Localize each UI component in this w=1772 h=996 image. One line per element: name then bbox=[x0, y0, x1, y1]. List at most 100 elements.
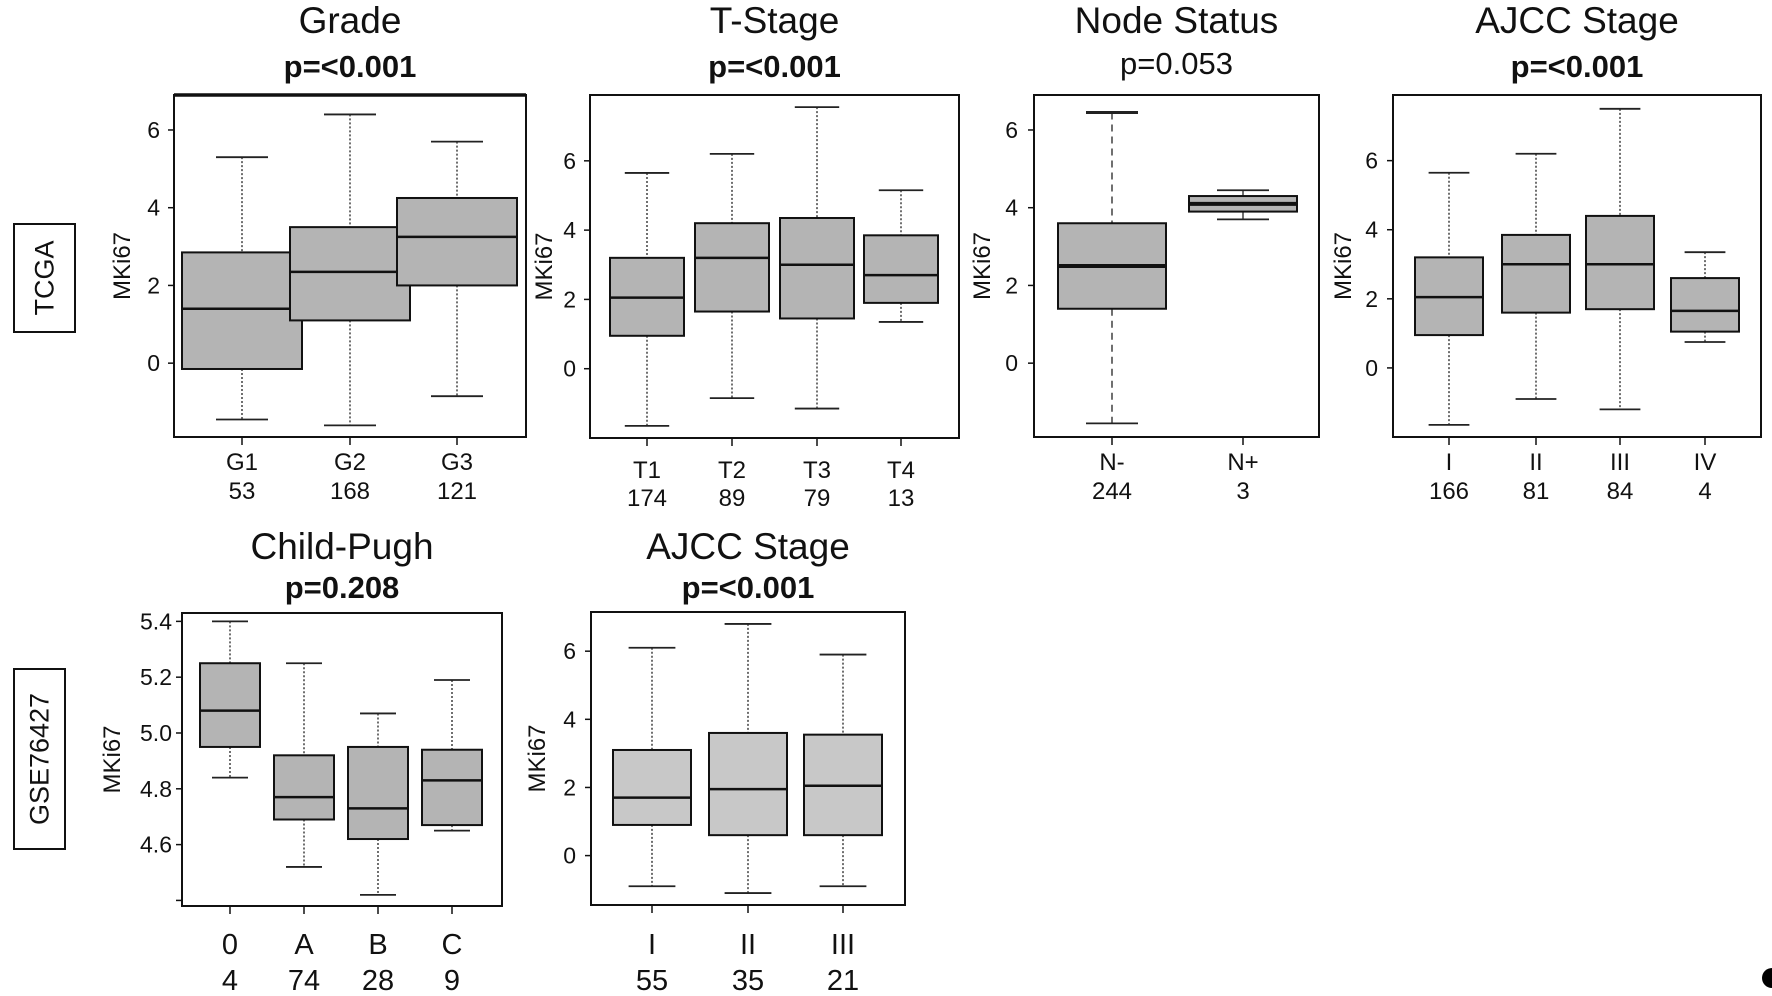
x-category-label: 0 bbox=[222, 929, 238, 961]
x-category-label: I bbox=[648, 929, 656, 961]
x-category-label: G1 bbox=[226, 449, 258, 476]
box-b-group: B 28 bbox=[347, 712, 409, 996]
x-count-label: 4 bbox=[1698, 478, 1711, 505]
box-iqr bbox=[1585, 214, 1655, 311]
x-count-label: 74 bbox=[288, 965, 320, 996]
box-iqr bbox=[289, 226, 411, 322]
y-tick-label: 0 bbox=[1005, 350, 1018, 376]
plot-frame bbox=[1033, 94, 1320, 438]
box-iqr bbox=[612, 748, 692, 826]
box-iqr bbox=[421, 748, 483, 827]
y-axis-label: MKi67 bbox=[524, 724, 551, 792]
x-category-label: N- bbox=[1099, 449, 1124, 476]
y-axis-label: MKi67 bbox=[969, 232, 996, 300]
y-tick-label: 4 bbox=[1365, 217, 1378, 243]
box-n-group: N-244 bbox=[1057, 110, 1167, 505]
p-value-label: p=<0.001 bbox=[682, 570, 815, 605]
box-iqr bbox=[708, 731, 788, 837]
y-tick-label: 6 bbox=[563, 638, 576, 664]
y-tick-label: 6 bbox=[1365, 148, 1378, 174]
x-category-label: T2 bbox=[718, 457, 746, 484]
x-count-label: 3 bbox=[1236, 478, 1249, 505]
panel-tcga-ajcc-stage: AJCC Stagep=<0.001MKi670246I166II81III84… bbox=[1330, 0, 1762, 505]
x-count-label: 79 bbox=[804, 485, 831, 512]
x-count-label: 244 bbox=[1092, 478, 1132, 505]
y-tick-label: 0 bbox=[1365, 355, 1378, 381]
panel-title: Child-Pugh bbox=[250, 526, 433, 567]
x-count-label: 35 bbox=[732, 965, 764, 996]
y-tick-label: 2 bbox=[1005, 272, 1018, 298]
p-value-label: p=<0.001 bbox=[708, 49, 841, 84]
box-n-group: N+3 bbox=[1188, 189, 1298, 505]
y-tick-label: 2 bbox=[563, 286, 576, 312]
panel-gse76427-child-pugh: Child-Pughp=0.208MKi674.64.85.05.25.404A… bbox=[99, 526, 503, 996]
box-a-group: A 74 bbox=[273, 662, 335, 996]
x-count-label: 9 bbox=[444, 965, 460, 996]
panel-tcga-t-stage: T-Stagep=<0.001MKi670246T1174T289T379T41… bbox=[531, 0, 960, 512]
x-category-label: B bbox=[368, 929, 387, 961]
x-category-label: T3 bbox=[803, 457, 831, 484]
p-value-label: p=<0.001 bbox=[284, 49, 417, 84]
x-count-label: 55 bbox=[636, 965, 668, 996]
x-count-label: 84 bbox=[1607, 478, 1634, 505]
x-count-label: 168 bbox=[330, 478, 370, 505]
x-count-label: 21 bbox=[827, 965, 859, 996]
y-tick-label: 5.0 bbox=[140, 720, 172, 746]
y-tick-label: 6 bbox=[147, 117, 160, 143]
x-category-label: I bbox=[1446, 449, 1453, 476]
y-tick-label: 0 bbox=[147, 350, 160, 376]
x-category-label: T4 bbox=[887, 457, 915, 484]
x-category-label: IV bbox=[1694, 449, 1717, 476]
x-count-label: 4 bbox=[222, 965, 238, 996]
box-iqr bbox=[779, 216, 855, 320]
x-category-label: G3 bbox=[441, 449, 473, 476]
x-count-label: 81 bbox=[1523, 478, 1550, 505]
y-tick-label: 0 bbox=[563, 356, 576, 382]
box-iqr bbox=[273, 754, 335, 821]
panel-title: Node Status bbox=[1075, 0, 1279, 41]
panel-title: AJCC Stage bbox=[646, 526, 850, 567]
box-iqr bbox=[1501, 233, 1571, 314]
panel-title: Grade bbox=[299, 0, 402, 41]
x-count-label: 89 bbox=[719, 485, 746, 512]
box-iqr bbox=[181, 251, 303, 370]
y-tick-label: 4 bbox=[563, 706, 576, 732]
box-c-group: C9 bbox=[421, 679, 483, 996]
box-iqr bbox=[1670, 277, 1740, 333]
box-0-group: 04 bbox=[199, 620, 261, 996]
y-tick-label: 5.2 bbox=[140, 664, 172, 690]
panel-title: AJCC Stage bbox=[1475, 0, 1679, 41]
x-category-label: II bbox=[740, 929, 756, 961]
x-category-label: N+ bbox=[1227, 449, 1258, 476]
y-tick-label: 4.8 bbox=[140, 776, 172, 802]
row-label-gse76427: GSE76427 bbox=[13, 668, 66, 850]
y-tick-label: 4 bbox=[563, 217, 576, 243]
box-iqr bbox=[694, 222, 770, 313]
y-tick-label: 4 bbox=[1005, 195, 1018, 221]
y-axis-label: MKi67 bbox=[531, 232, 558, 300]
row-label-tcga: TCGA bbox=[13, 223, 76, 333]
x-count-label: 166 bbox=[1429, 478, 1469, 505]
x-count-label: 121 bbox=[437, 478, 477, 505]
y-tick-label: 4.6 bbox=[140, 832, 172, 858]
p-value-label: p=0.053 bbox=[1120, 46, 1233, 81]
y-axis-label: MKi67 bbox=[1330, 232, 1357, 300]
x-category-label: C bbox=[442, 929, 463, 961]
box-iqr bbox=[199, 662, 261, 748]
y-tick-label: 2 bbox=[1365, 286, 1378, 312]
box-iqr bbox=[396, 196, 518, 287]
plot-frame bbox=[181, 612, 503, 907]
page-marker-dot bbox=[1762, 968, 1772, 988]
